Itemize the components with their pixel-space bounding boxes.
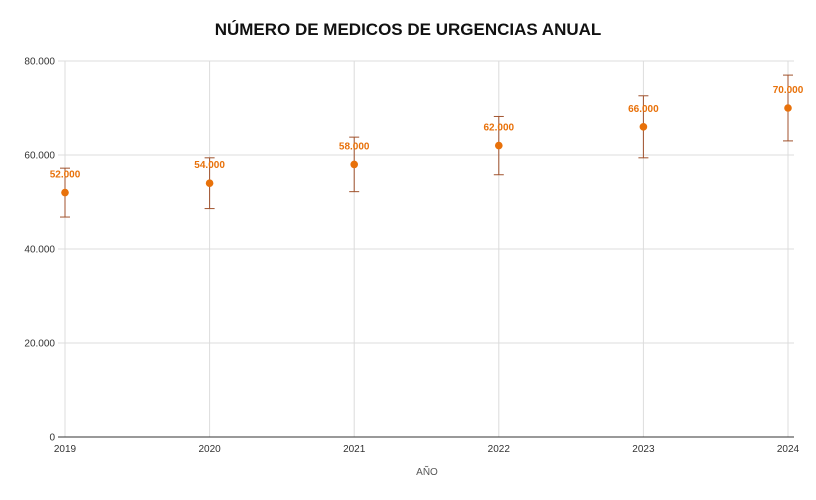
grid-layer: [58, 60, 794, 437]
x-tick-label: 2022: [488, 444, 511, 455]
y-tick-label: 60.000: [24, 151, 55, 162]
data-points: [61, 104, 792, 197]
data-labels: 52.000 54.000 58.000 62.000 66.000 70.000: [50, 85, 804, 181]
data-point: [61, 188, 69, 197]
x-tick-label: 2020: [198, 444, 221, 455]
data-label: 52.000: [50, 170, 81, 181]
x-axis-label: AÑO: [416, 465, 438, 478]
data-label: 70.000: [773, 85, 804, 96]
x-tick-label: 2024: [777, 444, 800, 455]
data-point: [639, 123, 648, 131]
data-point: [784, 104, 792, 112]
y-tick-label: 20.000: [24, 339, 55, 350]
axis-layer: 0 20.000 40.000 60.000 80.000 2019 2020 2021 202…: [24, 57, 799, 456]
data-point: [205, 179, 214, 187]
data-label: 62.000: [484, 123, 515, 134]
y-tick-label: 80.000: [24, 57, 55, 68]
data-point: [350, 160, 359, 169]
data-point: [495, 141, 503, 150]
data-label: 66.000: [628, 104, 659, 115]
x-tick-label: 2023: [632, 444, 655, 455]
y-tick-label: 40.000: [24, 245, 55, 256]
y-tick-label: 0: [49, 433, 55, 444]
x-tick-label: 2019: [54, 444, 77, 455]
data-label: 58.000: [339, 141, 370, 152]
chart-title: NÚMERO DE MEDICOS DE URGENCIAS ANUAL: [214, 20, 602, 39]
error-bars: [60, 74, 793, 218]
data-label: 54.000: [194, 160, 225, 171]
x-tick-label: 2021: [343, 444, 366, 455]
